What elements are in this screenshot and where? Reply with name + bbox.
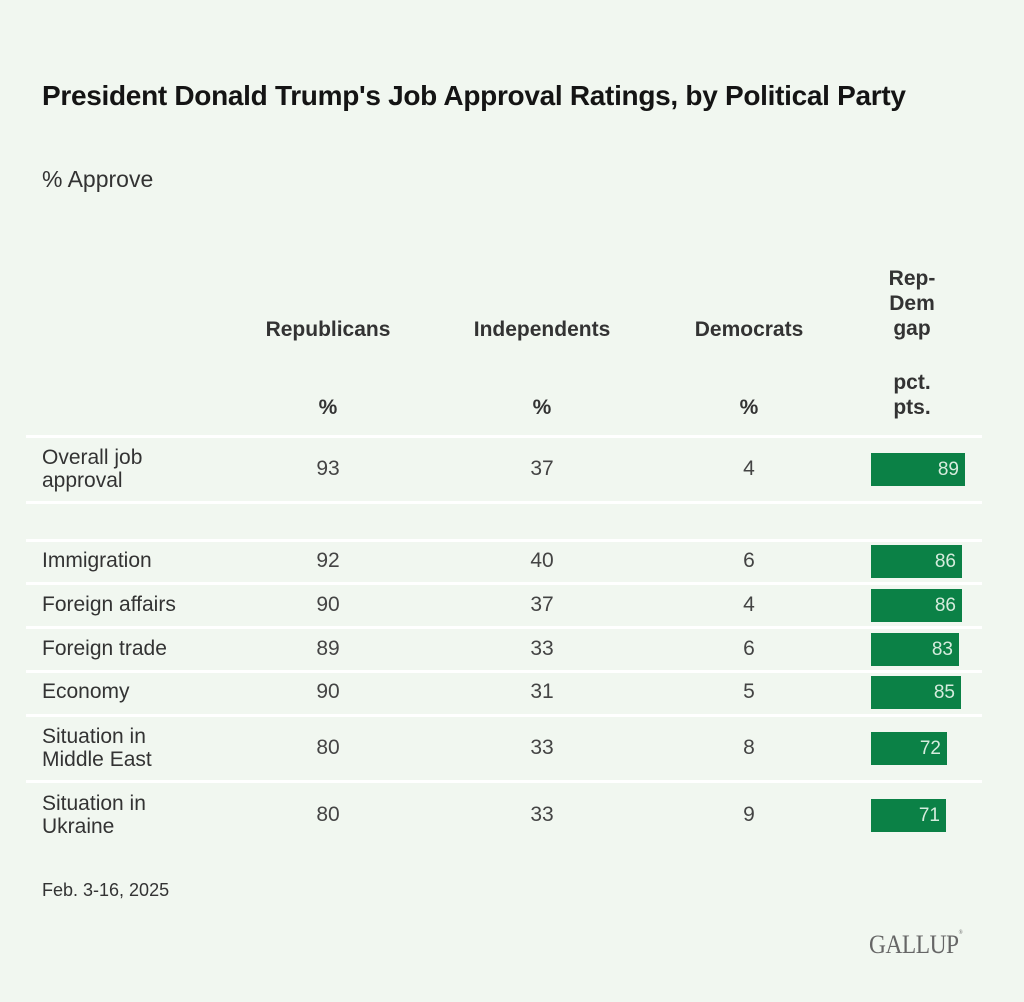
row-divider xyxy=(26,714,982,717)
unit-democrats: % xyxy=(739,396,759,419)
row-label: Situation in Middle East xyxy=(42,725,222,771)
gap-bar: 86 xyxy=(871,589,962,622)
row-label-line1: Economy xyxy=(42,680,130,703)
cell-republicans: 93 xyxy=(316,457,340,480)
survey-date-note: Feb. 3-16, 2025 xyxy=(42,880,170,900)
cell-republicans: 90 xyxy=(316,680,340,703)
gap-bar-label: 86 xyxy=(934,551,956,572)
row-label: Situation in Ukraine xyxy=(42,792,222,838)
cell-republicans: 80 xyxy=(316,736,340,759)
cell-independents: 37 xyxy=(530,593,554,616)
row-label: Immigration xyxy=(42,549,222,572)
row-label-line2: Middle East xyxy=(42,748,152,771)
gap-bar-label: 89 xyxy=(937,459,959,480)
cell-independents: 33 xyxy=(530,803,554,826)
cell-democrats: 9 xyxy=(743,803,755,826)
row-label: Foreign affairs xyxy=(42,593,222,616)
cell-democrats: 4 xyxy=(743,593,755,616)
cell-republicans: 90 xyxy=(316,593,340,616)
row-divider xyxy=(26,670,982,673)
gap-bar: 89 xyxy=(871,453,965,486)
cell-democrats: 6 xyxy=(743,549,755,572)
cell-democrats: 5 xyxy=(743,680,755,703)
cell-republicans: 89 xyxy=(316,637,340,660)
chart-title: President Donald Trump's Job Approval Ra… xyxy=(42,80,906,111)
column-header-republicans: Republicans xyxy=(265,318,391,341)
gap-bar-label: 85 xyxy=(933,682,955,703)
gap-header-line3: gap xyxy=(893,317,931,340)
row-divider xyxy=(26,780,982,783)
row-label-line1: Immigration xyxy=(42,549,152,572)
gap-bar-label: 83 xyxy=(931,639,953,660)
column-header-democrats: Democrats xyxy=(694,318,804,341)
unit-independents: % xyxy=(532,396,552,419)
row-label-line2: approval xyxy=(42,469,123,492)
row-label-line1: Foreign trade xyxy=(42,637,167,660)
row-label-line1: Situation in xyxy=(42,725,146,748)
cell-democrats: 4 xyxy=(743,457,755,480)
row-divider xyxy=(26,626,982,629)
gap-header-line2: Dem xyxy=(889,292,935,315)
row-label-line1: Overall job xyxy=(42,446,143,469)
row-label: Overall job approval xyxy=(42,446,222,492)
gap-bar: 86 xyxy=(871,545,962,578)
row-divider xyxy=(26,582,982,585)
cell-democrats: 6 xyxy=(743,637,755,660)
row-label-line1: Foreign affairs xyxy=(42,593,176,616)
cell-republicans: 80 xyxy=(316,803,340,826)
column-header-independents: Independents xyxy=(473,318,611,341)
cell-independents: 40 xyxy=(530,549,554,572)
gap-bar: 71 xyxy=(871,799,946,832)
gap-bar: 83 xyxy=(871,633,959,666)
row-divider xyxy=(26,501,982,504)
column-header-gap: Rep- Dem gap xyxy=(862,266,962,341)
gap-unit-line1: pct. xyxy=(893,371,931,394)
cell-independents: 33 xyxy=(530,736,554,759)
gap-unit-line2: pts. xyxy=(893,396,931,419)
row-label: Foreign trade xyxy=(42,637,222,660)
gap-bar: 72 xyxy=(871,732,947,765)
unit-gap: pct. pts. xyxy=(862,370,962,420)
row-divider xyxy=(26,539,982,542)
row-divider xyxy=(26,435,982,438)
row-label-line2: Ukraine xyxy=(42,815,115,838)
cell-republicans: 92 xyxy=(316,549,340,572)
registered-mark: ® xyxy=(958,930,963,936)
gallup-logo: GALLUP® xyxy=(869,930,963,960)
row-label: Economy xyxy=(42,680,222,703)
unit-republicans: % xyxy=(318,396,338,419)
cell-independents: 33 xyxy=(530,637,554,660)
gap-bar-label: 71 xyxy=(918,805,940,826)
chart-subtitle: % Approve xyxy=(42,166,154,192)
gap-bar-label: 72 xyxy=(919,738,941,759)
gap-bar: 85 xyxy=(871,676,961,709)
gap-header-line1: Rep- xyxy=(888,267,936,290)
logo-text: GALLUP xyxy=(869,930,959,959)
cell-independents: 37 xyxy=(530,457,554,480)
cell-independents: 31 xyxy=(530,680,554,703)
gap-bar-label: 86 xyxy=(934,595,956,616)
cell-democrats: 8 xyxy=(743,736,755,759)
row-label-line1: Situation in xyxy=(42,792,146,815)
